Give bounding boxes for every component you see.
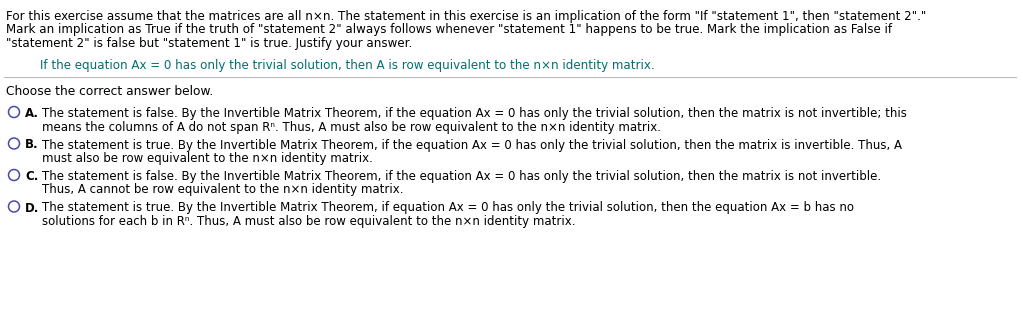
Text: Choose the correct answer below.: Choose the correct answer below. [6, 85, 213, 98]
Text: must also be row equivalent to the n×n identity matrix.: must also be row equivalent to the n×n i… [42, 152, 372, 165]
Text: The statement is true. By the Invertible Matrix Theorem, if equation Ax = 0 has : The statement is true. By the Invertible… [42, 201, 854, 215]
Text: "statement 2" is false but "statement 1" is true. Justify your answer.: "statement 2" is false but "statement 1"… [6, 37, 412, 50]
Text: The statement is false. By the Invertible Matrix Theorem, if the equation Ax = 0: The statement is false. By the Invertibl… [42, 170, 881, 183]
Text: D.: D. [25, 201, 39, 215]
Text: For this exercise assume that the matrices are all n×n. The statement in this ex: For this exercise assume that the matric… [6, 10, 926, 23]
Text: C.: C. [25, 170, 39, 183]
Text: means the columns of A do not span Rⁿ. Thus, A must also be row equivalent to th: means the columns of A do not span Rⁿ. T… [42, 120, 661, 133]
Text: Thus, A cannot be row equivalent to the n×n identity matrix.: Thus, A cannot be row equivalent to the … [42, 183, 403, 196]
Text: solutions for each b in Rⁿ. Thus, A must also be row equivalent to the n×n ident: solutions for each b in Rⁿ. Thus, A must… [42, 215, 576, 228]
Text: A.: A. [25, 107, 39, 120]
Text: The statement is true. By the Invertible Matrix Theorem, if the equation Ax = 0 : The statement is true. By the Invertible… [42, 138, 902, 152]
Text: If the equation Ax = 0 has only the trivial solution, then A is row equivalent t: If the equation Ax = 0 has only the triv… [40, 59, 655, 72]
Text: B.: B. [25, 138, 39, 152]
Text: The statement is false. By the Invertible Matrix Theorem, if the equation Ax = 0: The statement is false. By the Invertibl… [42, 107, 906, 120]
Text: Mark an implication as True if the truth of "statement 2" always follows wheneve: Mark an implication as True if the truth… [6, 24, 892, 36]
